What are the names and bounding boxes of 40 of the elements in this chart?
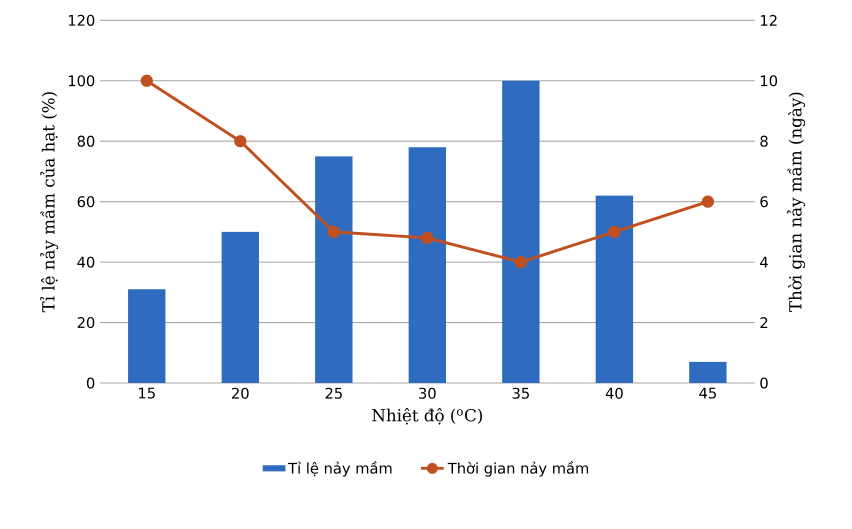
y2-tick-label: 8 — [760, 136, 768, 147]
bar — [596, 196, 634, 383]
bar — [502, 80, 540, 383]
point — [421, 232, 434, 244]
y-axis-title: Tỉ lệ nảy mầm của hạt (%) — [40, 92, 58, 312]
y-tick-label: 20 — [78, 317, 94, 328]
x-tick-label: 45 — [699, 388, 716, 399]
bar — [222, 232, 259, 383]
point — [702, 196, 714, 208]
point — [514, 256, 527, 268]
y2-tick-label: 2 — [760, 317, 768, 328]
y-tick-label: 40 — [77, 256, 94, 268]
y2-axis-title: Thời gian nảy mầm (ngày) — [787, 92, 806, 312]
x-tick-label: 20 — [232, 388, 249, 399]
y-tick-label: 100 — [68, 75, 94, 86]
x-axis-title: Nhiệt độ ($^{o}$C) — [372, 408, 482, 424]
legend-label: Tỉ lệ nảy mầm — [288, 461, 392, 477]
y-tick-label: 60 — [78, 196, 94, 208]
x-tick-label: 25 — [326, 388, 342, 399]
point — [328, 226, 340, 238]
y2-tick-label: 6 — [760, 196, 768, 208]
point — [140, 74, 153, 87]
y2-tick-label: 4 — [760, 256, 768, 268]
x-tick-label: 30 — [419, 388, 436, 399]
y2-tick-label: 10 — [760, 75, 778, 86]
bar — [408, 147, 446, 383]
bar — [128, 289, 166, 383]
y-tick-label: 80 — [78, 136, 94, 147]
y-tick-label: 0 — [86, 377, 94, 389]
x-tick-label: 15 — [139, 388, 155, 399]
y2-tick-label: 0 — [760, 377, 768, 389]
y-tick-label: 120 — [68, 14, 94, 26]
bar — [689, 362, 727, 383]
legend-label: Thời gian nảy mầm — [448, 461, 588, 477]
x-tick-label: 35 — [512, 388, 529, 399]
point — [234, 135, 246, 148]
x-tick-label: 40 — [606, 388, 623, 399]
bar — [315, 156, 353, 383]
point — [608, 226, 621, 238]
y2-tick-label: 12 — [760, 14, 777, 26]
